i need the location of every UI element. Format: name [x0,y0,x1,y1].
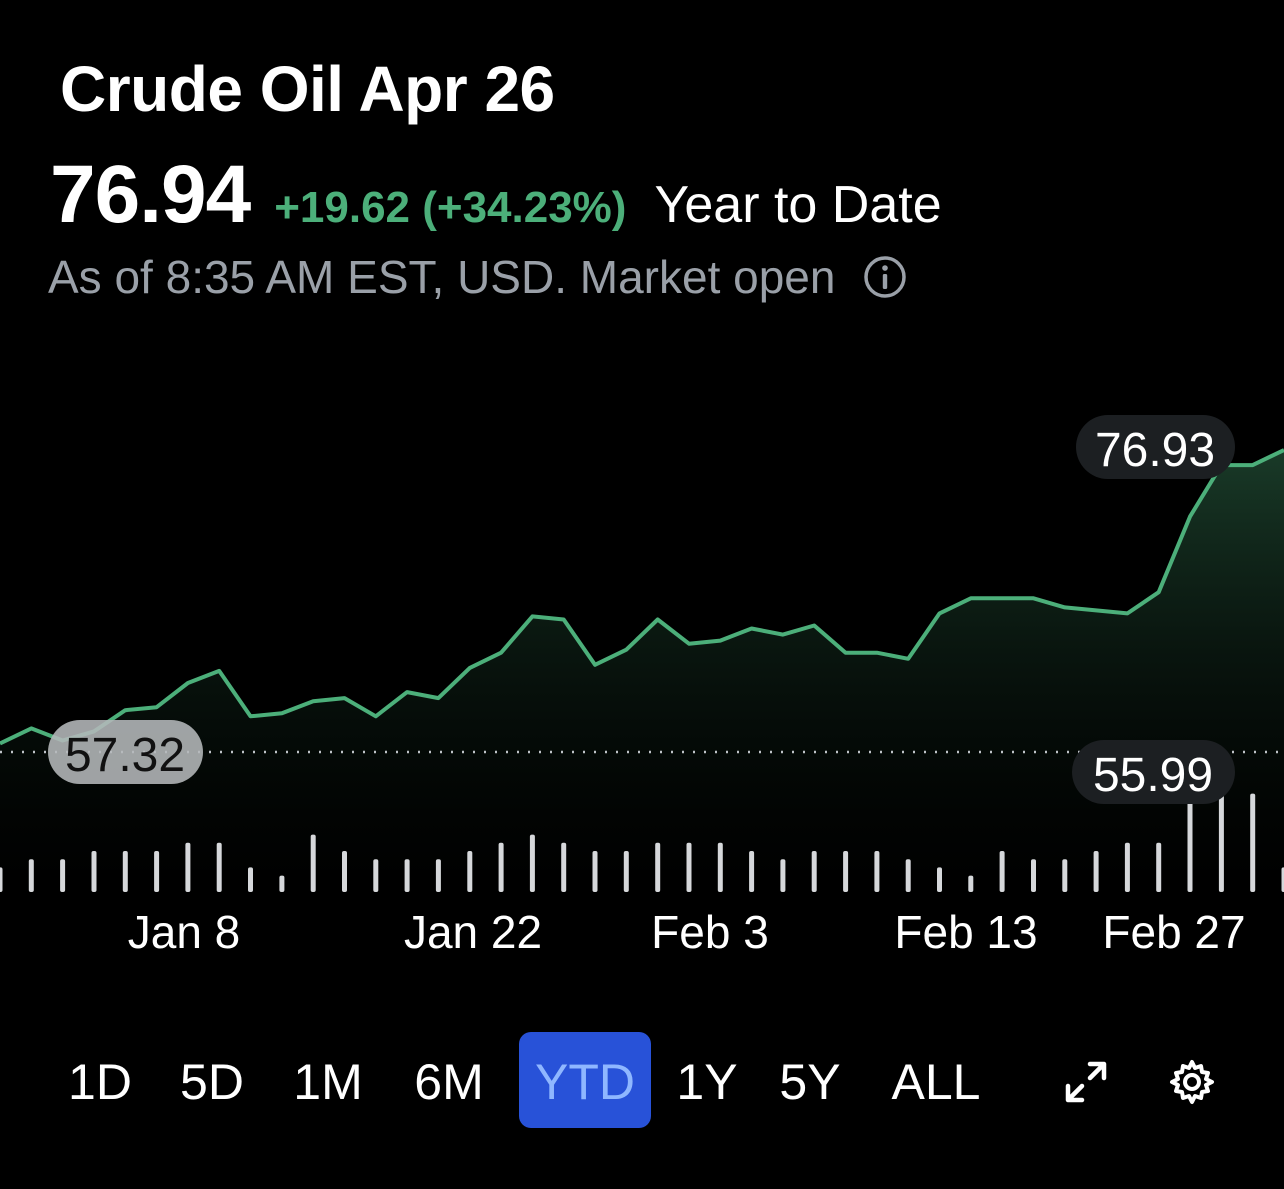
volume-bar [342,851,347,892]
range-button-ytd[interactable]: YTD [519,1032,651,1128]
volume-bar [279,875,285,892]
gear-icon[interactable] [1166,1056,1218,1108]
price-row: 76.94 +19.62 (+34.23%) Year to Date [50,148,942,240]
volume-bar [185,842,191,892]
x-tick-label: Feb 3 [651,906,769,958]
period-label: Year to Date [654,176,942,234]
volume-bar [435,859,441,892]
reference-label-text: 57.32 [65,729,185,782]
range-button-1y[interactable]: 1Y [676,1054,738,1110]
volume-bar [1281,867,1284,892]
range-selector: 1D 5D 1M 6M YTD 1Y 5Y ALL [0,1032,1284,1132]
volume-bar [529,834,535,892]
low-label-text: 55.99 [1093,749,1213,802]
volume-bar [154,851,160,892]
volume-bar [28,859,34,892]
volume-bar [843,851,849,892]
volume-bar [91,851,97,892]
volume-bar [1093,851,1099,892]
volume-bar [1062,859,1068,892]
volume-bar [968,875,974,892]
volume-bar [874,851,880,892]
x-tick-label: Feb 27 [1102,906,1245,958]
volume-bar [937,867,942,892]
volume-bar [686,842,692,892]
high-label: 76.93 [1076,415,1235,479]
volume-bar [1218,793,1224,892]
range-button-all[interactable]: ALL [891,1054,981,1110]
x-tick-label: Feb 13 [894,906,1037,958]
volume-bar [1124,842,1130,892]
low-label: 55.99 [1072,740,1235,804]
range-button-5y[interactable]: 5Y [779,1054,841,1110]
volume-bar [592,851,598,892]
volume-bar [1187,801,1193,892]
volume-bar [60,859,66,892]
expand-icon[interactable] [1060,1056,1112,1108]
volume-bar [122,851,128,892]
volume-bar [717,842,723,892]
x-tick-label: Jan 22 [404,906,542,958]
volume-bar [655,842,661,892]
x-tick-label: Jan 8 [128,906,241,958]
info-icon[interactable] [863,255,907,299]
volume-bar [498,842,504,892]
range-button-1d[interactable]: 1D [68,1054,132,1110]
volume-bar [310,834,316,892]
as-of-text: As of 8:35 AM EST, USD. Market open [48,251,836,303]
price-line [0,448,1284,746]
volume-bar [1250,793,1256,892]
instrument-title: Crude Oil Apr 26 [60,53,555,125]
volume-bar [905,859,911,892]
volume-bar [467,851,473,892]
volume-bar [248,867,253,892]
volume-bar [780,859,786,892]
price-change: +19.62 (+34.23%) [274,183,627,232]
volume-bar [216,842,222,892]
volume-bar [0,867,3,892]
volume-bar [561,842,567,892]
as-of-status: As of 8:35 AM EST, USD. Market open [48,250,907,304]
volume-bar [749,851,755,892]
volume-bar [811,851,817,892]
price-chart[interactable]: Jan 8 Jan 22 Feb 3 Feb 13 Feb 27 76.93 57.32… [0,400,1284,960]
volume-bar [373,859,379,892]
current-price: 76.94 [50,149,251,240]
range-button-1m[interactable]: 1M [293,1054,363,1110]
range-button-6m[interactable]: 6M [414,1054,484,1110]
volume-bar [1031,859,1036,892]
volume-bar [404,859,410,892]
price-area-fill [0,450,1284,870]
range-button-5d[interactable]: 5D [180,1054,244,1110]
high-label-text: 76.93 [1095,424,1215,477]
reference-label: 57.32 [48,720,203,784]
volume-bar [1156,842,1162,892]
volume-bar [999,851,1005,892]
volume-bar [623,851,629,892]
